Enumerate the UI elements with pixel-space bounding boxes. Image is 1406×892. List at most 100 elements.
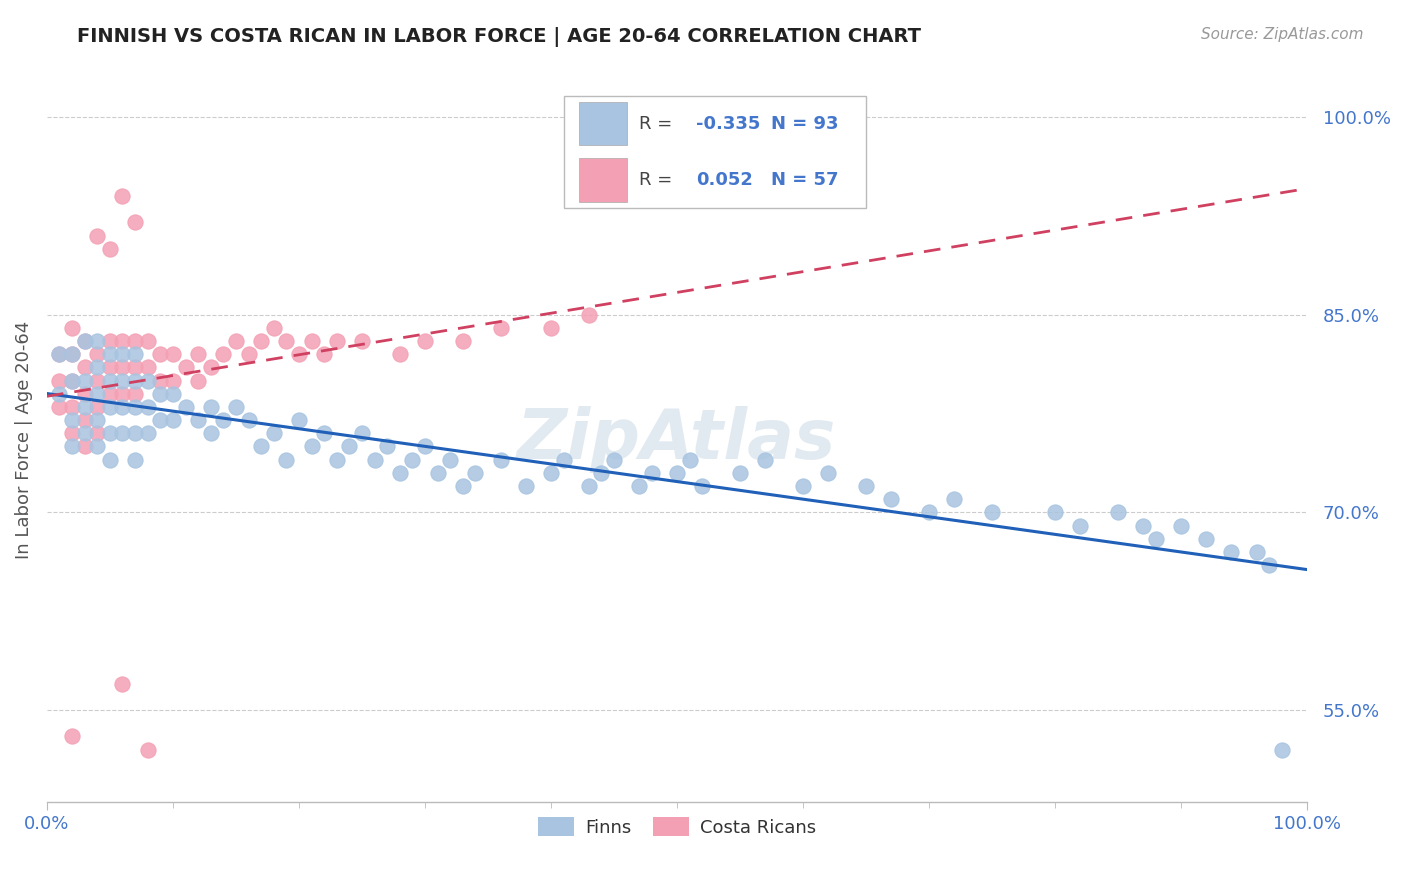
Point [48, 347, 70, 361]
Point [86, 347, 108, 361]
Text: N = 57: N = 57 [772, 171, 839, 189]
Point [60, 413, 83, 427]
Point [350, 334, 373, 348]
Point [200, 400, 222, 414]
Point [86, 360, 108, 375]
Point [1258, 558, 1281, 572]
Point [60, 321, 83, 335]
Point [98, 242, 121, 256]
FancyBboxPatch shape [579, 102, 627, 145]
Text: ZipAtlas: ZipAtlas [517, 407, 837, 474]
Text: FINNISH VS COSTA RICAN IN LABOR FORCE | AGE 20-64 CORRELATION CHART: FINNISH VS COSTA RICAN IN LABOR FORCE | … [77, 27, 921, 46]
Point [489, 452, 512, 467]
Point [86, 374, 108, 388]
Point [1043, 505, 1066, 519]
Point [111, 374, 134, 388]
Point [48, 400, 70, 414]
Point [1220, 545, 1243, 559]
Point [451, 479, 474, 493]
Point [111, 347, 134, 361]
Point [388, 347, 411, 361]
Point [86, 386, 108, 401]
Point [73, 400, 96, 414]
Text: N = 93: N = 93 [772, 115, 839, 133]
FancyBboxPatch shape [579, 158, 627, 202]
Point [690, 479, 713, 493]
Point [276, 334, 298, 348]
Point [124, 374, 146, 388]
Point [1107, 505, 1129, 519]
Point [363, 452, 385, 467]
Point [603, 452, 626, 467]
Point [86, 400, 108, 414]
Y-axis label: In Labor Force | Age 20-64: In Labor Force | Age 20-64 [15, 321, 32, 559]
Point [111, 676, 134, 690]
Point [1170, 518, 1192, 533]
Point [73, 334, 96, 348]
Point [98, 347, 121, 361]
Point [149, 374, 172, 388]
Text: 0.052: 0.052 [696, 171, 752, 189]
Point [98, 400, 121, 414]
Point [60, 374, 83, 388]
Point [628, 479, 651, 493]
Point [540, 466, 562, 480]
Point [60, 730, 83, 744]
Point [48, 374, 70, 388]
Point [136, 742, 159, 756]
FancyBboxPatch shape [564, 95, 866, 208]
Point [489, 321, 512, 335]
Point [792, 479, 814, 493]
Point [439, 452, 461, 467]
Point [325, 334, 347, 348]
Point [124, 334, 146, 348]
Point [250, 334, 273, 348]
Point [136, 400, 159, 414]
Point [388, 466, 411, 480]
Point [98, 374, 121, 388]
Point [48, 347, 70, 361]
Point [817, 466, 839, 480]
Point [60, 400, 83, 414]
Point [136, 426, 159, 441]
Point [73, 413, 96, 427]
Point [111, 426, 134, 441]
Point [1144, 532, 1167, 546]
Point [136, 374, 159, 388]
Point [86, 426, 108, 441]
Point [98, 426, 121, 441]
Point [212, 347, 235, 361]
Point [337, 439, 360, 453]
Point [540, 321, 562, 335]
Point [73, 334, 96, 348]
Text: R =: R = [640, 115, 678, 133]
Point [301, 439, 323, 453]
Point [149, 386, 172, 401]
Point [187, 413, 209, 427]
Point [187, 347, 209, 361]
Point [200, 426, 222, 441]
Point [325, 452, 347, 467]
Point [200, 360, 222, 375]
Point [1246, 545, 1268, 559]
Point [73, 360, 96, 375]
Point [48, 386, 70, 401]
Point [111, 400, 134, 414]
Point [981, 505, 1004, 519]
Point [124, 347, 146, 361]
Point [73, 426, 96, 441]
Point [111, 360, 134, 375]
Point [174, 360, 197, 375]
Point [187, 374, 209, 388]
Point [174, 400, 197, 414]
Point [943, 492, 966, 507]
Point [98, 452, 121, 467]
Point [73, 374, 96, 388]
Point [124, 400, 146, 414]
Text: R =: R = [640, 171, 678, 189]
Point [86, 439, 108, 453]
Point [225, 400, 247, 414]
Point [301, 334, 323, 348]
Legend: Finns, Costa Ricans: Finns, Costa Ricans [531, 810, 823, 844]
Point [276, 452, 298, 467]
